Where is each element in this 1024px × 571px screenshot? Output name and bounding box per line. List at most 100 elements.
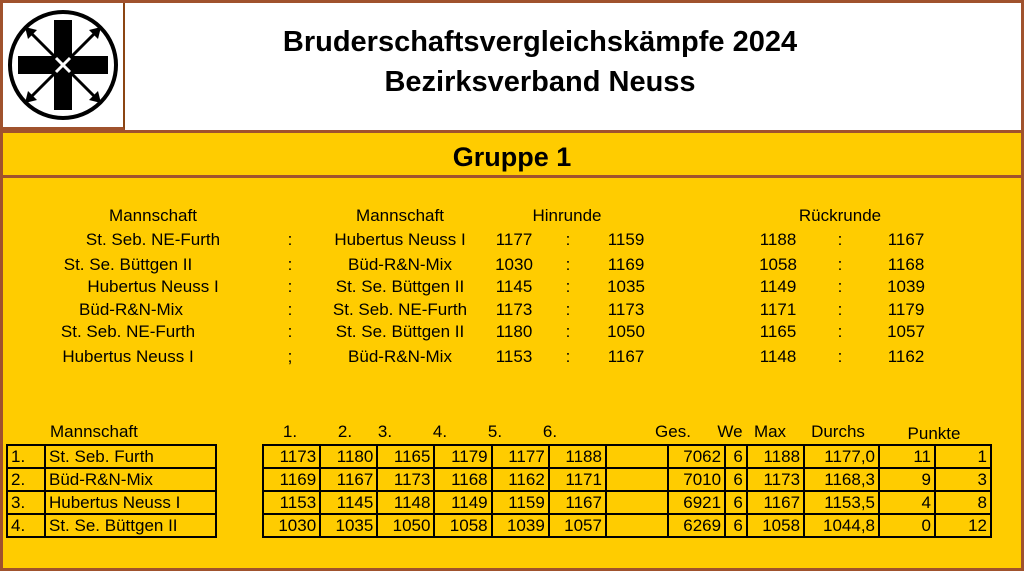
- standings-header-r4: 4.: [432, 422, 448, 441]
- total-cell: 6921: [666, 490, 727, 515]
- match-second-round-a: 1188: [759, 230, 797, 249]
- standings-score-row: 1169 1167 1173 1168 1162 1171 7010 6 1173 1168,3 9…: [261, 467, 992, 492]
- pts-plus-cell: 4: [878, 490, 936, 515]
- match-second-round-b: 1162: [887, 347, 925, 366]
- round-score-cell: 1167: [547, 490, 607, 515]
- match-team-a: St. Seb. NE-Furth: [60, 322, 196, 341]
- match-first-round-a: 1030: [495, 255, 533, 274]
- match-team-b: Büd-R&N-Mix: [348, 347, 452, 366]
- match-team-a: St. Se. Büttgen II: [63, 255, 193, 274]
- match-second-round-separator: :: [837, 347, 843, 366]
- match-team-b: St. Seb. NE-Furth: [332, 300, 468, 319]
- round-score-cell: 1167: [319, 467, 379, 492]
- match-separator: :: [287, 230, 293, 249]
- rank-cell: 4.: [6, 513, 46, 538]
- pts-plus-cell: 9: [878, 467, 936, 492]
- team-cell: St. Seb. Furth: [44, 444, 217, 469]
- match-second-round-a: 1171: [759, 300, 797, 319]
- team-cell: St. Se. Büttgen II: [44, 513, 217, 538]
- standings-score-table: 1173 1180 1165 1179 1177 1188 7062 6 1188 1177,0 1…: [261, 444, 992, 538]
- match-second-round-separator: :: [837, 300, 843, 319]
- rank-cell: 3.: [6, 490, 46, 515]
- match-second-round-separator: :: [837, 255, 843, 274]
- match-separator: :: [287, 255, 293, 274]
- max-cell: 1167: [745, 490, 806, 515]
- match-second-round-a: 1148: [759, 347, 797, 366]
- round-score-cell: 1145: [319, 490, 379, 515]
- match-first-round-separator: :: [565, 255, 571, 274]
- match-first-round-b: 1173: [607, 300, 645, 319]
- rank-cell: 2.: [6, 467, 46, 492]
- header-band: [3, 3, 1021, 133]
- spacer-cell: [604, 467, 669, 492]
- we-cell: 6: [724, 490, 748, 515]
- match-first-round-a: 1180: [495, 322, 533, 341]
- round-score-cell: 1177: [490, 444, 550, 469]
- standings-header-avg: Durchs: [811, 422, 865, 441]
- standings-team-row: 2. Büd-R&N-Mix: [6, 467, 217, 492]
- spacer-cell: [604, 490, 669, 515]
- match-first-round-a: 1153: [495, 347, 533, 366]
- matches-header-team-b: Mannschaft: [356, 206, 444, 225]
- match-second-round-b: 1167: [887, 230, 925, 249]
- standings-header-we: We: [717, 422, 743, 441]
- round-score-cell: 1057: [547, 513, 607, 538]
- match-first-round-b: 1169: [607, 255, 645, 274]
- match-first-round-separator: :: [565, 300, 571, 319]
- standings-header-max: Max: [753, 422, 787, 441]
- match-team-a: St. Seb. NE-Furth: [85, 230, 221, 249]
- matches-header-second-round: Rückrunde: [798, 206, 882, 225]
- match-first-round-a: 1177: [495, 230, 533, 249]
- match-second-round-separator: :: [837, 277, 843, 296]
- match-separator: :: [287, 322, 293, 341]
- round-score-cell: 1179: [433, 444, 493, 469]
- we-cell: 6: [724, 513, 748, 538]
- spacer-cell: [604, 444, 669, 469]
- total-cell: 7010: [666, 467, 727, 492]
- standings-header-r2: 2.: [337, 422, 353, 441]
- match-second-round-b: 1168: [887, 255, 925, 274]
- round-score-cell: 1149: [433, 490, 493, 515]
- match-separator: :: [287, 300, 293, 319]
- round-score-cell: 1058: [433, 513, 493, 538]
- standings-header-r6: 6.: [542, 422, 558, 441]
- spacer-cell: [604, 513, 669, 538]
- match-second-round-a: 1149: [759, 277, 797, 296]
- round-score-cell: 1180: [319, 444, 379, 469]
- group-title: Gruppe 1: [452, 142, 572, 172]
- standings-header-team: Mannschaft: [50, 422, 138, 441]
- page-title: Bruderschaftsvergleichskämpfe 2024: [282, 26, 798, 58]
- standings-team-table: 1. St. Seb. Furth 2. Büd-R&N-Mix 3. Hubertus …: [6, 444, 217, 538]
- match-first-round-separator: :: [565, 277, 571, 296]
- avg-cell: 1153,5: [803, 490, 880, 515]
- match-second-round-a: 1165: [759, 322, 797, 341]
- rank-cell: 1.: [6, 444, 46, 469]
- round-score-cell: 1173: [261, 444, 322, 469]
- standings-header-r3: 3.: [377, 422, 393, 441]
- match-first-round-separator: :: [565, 230, 571, 249]
- avg-cell: 1168,3: [803, 467, 880, 492]
- match-second-round-a: 1058: [759, 255, 797, 274]
- match-team-a: Hubertus Neuss I: [62, 347, 194, 366]
- match-second-round-b: 1039: [887, 277, 925, 296]
- standings-header-r1: 1.: [282, 422, 298, 441]
- match-second-round-separator: :: [837, 230, 843, 249]
- round-score-cell: 1168: [433, 467, 493, 492]
- standings-header-r5: 5.: [487, 422, 503, 441]
- round-score-cell: 1050: [376, 513, 436, 538]
- round-score-cell: 1169: [261, 467, 322, 492]
- standings-score-row: 1030 1035 1050 1058 1039 1057 6269 6 1058 1044,8 0…: [261, 513, 992, 538]
- match-first-round-b: 1167: [607, 347, 645, 366]
- max-cell: 1188: [745, 444, 806, 469]
- match-first-round-a: 1145: [495, 277, 533, 296]
- match-separator: :: [287, 277, 293, 296]
- standings-header-total: Ges.: [655, 422, 691, 441]
- round-score-cell: 1035: [319, 513, 379, 538]
- team-cell: Büd-R&N-Mix: [44, 467, 217, 492]
- pts-minus-cell: 3: [934, 467, 992, 492]
- match-team-b: Hubertus Neuss I: [334, 230, 466, 249]
- team-cell: Hubertus Neuss I: [44, 490, 217, 515]
- match-second-round-b: 1179: [887, 300, 925, 319]
- round-score-cell: 1039: [490, 513, 550, 538]
